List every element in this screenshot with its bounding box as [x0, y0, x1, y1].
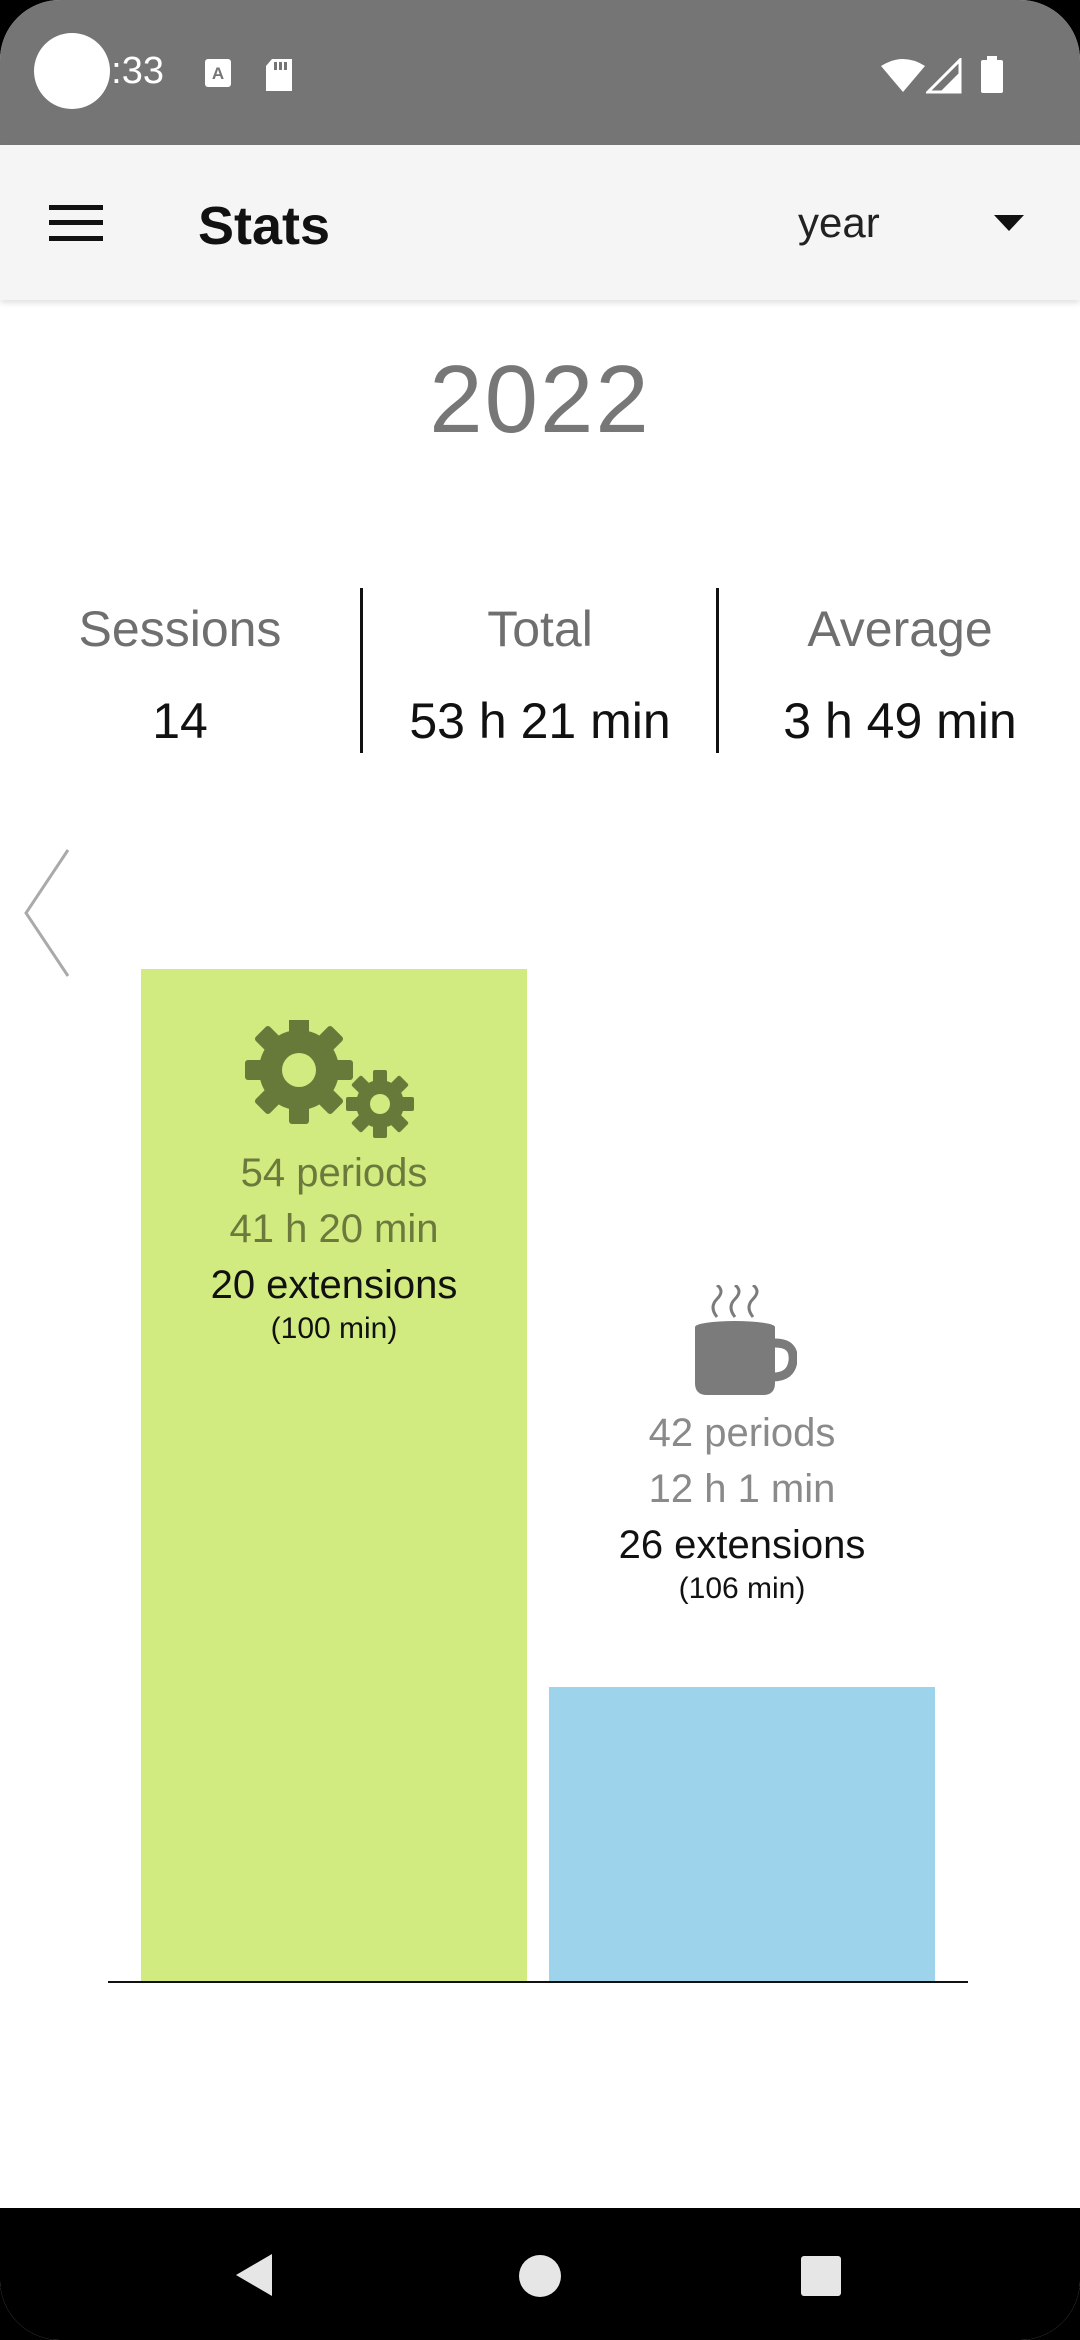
break-periods: 42 periods: [648, 1411, 836, 1455]
camera-cutout: [34, 33, 110, 109]
svg-text:A: A: [212, 64, 224, 83]
back-icon[interactable]: [234, 2252, 274, 2298]
wifi-icon: [881, 59, 925, 92]
status-bar: 0:33 A: [0, 0, 1080, 145]
period-title: 2022: [429, 346, 651, 453]
navigation-bar: [0, 2208, 1080, 2340]
total-label: Total: [487, 601, 593, 657]
summary-sessions: Sessions 14: [0, 600, 360, 750]
battery-icon: [981, 56, 1003, 93]
gears-icon: [245, 1016, 414, 1138]
a-notification-icon: A: [205, 59, 231, 87]
work-extensions: 20 extensions: [210, 1263, 458, 1307]
break-bar: [549, 1687, 935, 1981]
average-value: 3 h 49 min: [783, 693, 1017, 749]
app-bar: Stats year: [0, 145, 1080, 300]
summary-divider: [360, 588, 363, 753]
work-bar-label: 54 periods 41 h 20 min 20 extensions (10…: [141, 1016, 527, 1345]
work-extension-minutes: (100 min): [270, 1312, 398, 1345]
work-bar: [141, 969, 527, 1981]
period-dropdown[interactable]: year: [780, 185, 1040, 261]
sessions-value: 14: [152, 693, 208, 749]
break-duration: 12 h 1 min: [648, 1467, 836, 1511]
recents-icon[interactable]: [800, 2255, 842, 2297]
signal-icon: [926, 58, 962, 94]
home-icon[interactable]: [518, 2254, 562, 2298]
period-dropdown-value: year: [798, 199, 880, 246]
summary-average: Average 3 h 49 min: [720, 600, 1080, 750]
summary-total: Total 53 h 21 min: [360, 600, 720, 750]
summary-divider: [716, 588, 719, 753]
page-title: Stats: [198, 196, 331, 256]
dropdown-caret-icon: [994, 215, 1024, 231]
break-extension-minutes: (106 min): [678, 1572, 806, 1605]
work-periods: 54 periods: [240, 1151, 428, 1195]
work-duration: 41 h 20 min: [229, 1207, 439, 1251]
menu-button[interactable]: [40, 187, 112, 259]
break-extensions: 26 extensions: [618, 1523, 866, 1567]
chart-baseline: [108, 1981, 968, 1983]
total-value: 53 h 21 min: [409, 693, 671, 749]
break-bar-label: 42 periods 12 h 1 min 26 extensions (106…: [549, 1283, 935, 1605]
hamburger-menu-icon: [49, 205, 103, 241]
sd-card-icon: [266, 59, 292, 91]
previous-period-arrow-icon[interactable]: [22, 848, 72, 978]
sessions-label: Sessions: [78, 601, 282, 657]
average-label: Average: [807, 601, 993, 657]
coffee-mug-icon: [695, 1283, 798, 1395]
